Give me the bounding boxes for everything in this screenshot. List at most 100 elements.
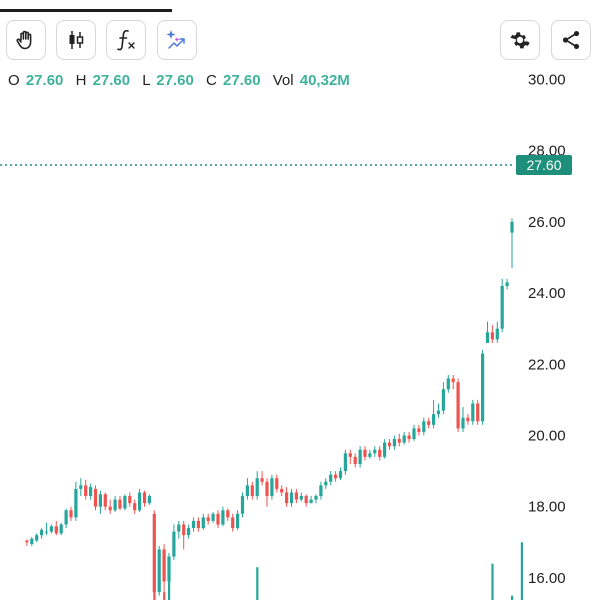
candle [147, 494, 151, 505]
candle-body [373, 449, 377, 454]
candle-body [226, 510, 230, 518]
candle-body [436, 410, 441, 415]
candle-body [260, 478, 264, 482]
candle [133, 499, 137, 514]
candle-body [427, 421, 431, 425]
candle [177, 520, 181, 539]
candle-body [422, 421, 426, 432]
candle-body [240, 496, 245, 514]
candle [387, 439, 392, 450]
candle-body [30, 538, 34, 545]
candle-body [35, 535, 39, 541]
candle [167, 552, 171, 586]
hand-tool-button[interactable] [6, 20, 46, 60]
candle-body [201, 517, 205, 529]
candle [441, 382, 445, 415]
candle-body [69, 510, 73, 518]
candle [260, 471, 264, 486]
candle [505, 278, 509, 290]
candle [500, 278, 504, 333]
candle [485, 321, 490, 343]
candle-body [255, 478, 259, 497]
candle [240, 492, 245, 518]
candle [481, 350, 485, 425]
share-button[interactable] [551, 20, 591, 60]
candle [304, 494, 308, 507]
candle [378, 446, 382, 461]
close-value: 27.60 [223, 72, 261, 89]
function-icon [113, 27, 139, 53]
candle-body [74, 488, 78, 518]
candle [285, 487, 289, 507]
candle [93, 485, 98, 511]
candle [358, 446, 362, 468]
ai-drawing-button[interactable] [157, 20, 197, 60]
candle-body [182, 524, 186, 536]
candle-body [392, 439, 396, 447]
candle [368, 449, 372, 459]
candle-body [304, 496, 308, 504]
candle-body [441, 389, 445, 411]
candle-body [285, 492, 289, 504]
low-value: 27.60 [156, 72, 194, 89]
candle [451, 374, 455, 390]
candle-body [206, 517, 210, 521]
candle [187, 524, 191, 539]
candle-body [118, 499, 122, 509]
candle-body [358, 449, 362, 464]
candle [476, 399, 480, 425]
indicators-button[interactable] [106, 20, 146, 60]
candle-body [40, 529, 44, 536]
candle [427, 417, 431, 429]
candle-body [191, 520, 196, 529]
candle [363, 446, 367, 461]
candle [299, 492, 303, 502]
candle-body [363, 449, 367, 457]
candle [64, 508, 68, 529]
settings-button[interactable] [500, 20, 540, 60]
candle-body [314, 496, 318, 500]
candle-body [402, 435, 406, 443]
candle-body [294, 492, 298, 500]
ohlc-readout: O 27.60 H 27.60 L 27.60 C 27.60 Vol 40,3… [8, 72, 358, 89]
candle [495, 321, 499, 343]
high-label: H [75, 72, 87, 89]
candle [30, 536, 34, 546]
volume-bar [163, 592, 166, 600]
axis-tick-label: 26.00 [528, 214, 566, 231]
candle-body [481, 353, 485, 422]
candle-body [93, 488, 98, 507]
candle [422, 417, 426, 436]
candle [162, 544, 166, 593]
candle [89, 483, 93, 500]
candle-body [196, 520, 200, 529]
candle [280, 485, 284, 497]
candle [98, 490, 102, 514]
candle [138, 488, 142, 513]
candle [196, 517, 200, 532]
volume-bar [256, 567, 259, 600]
last-price-tag [516, 154, 572, 175]
candle-body [172, 531, 176, 557]
candle-body [54, 526, 58, 534]
ai-sparkle-icon [164, 27, 190, 53]
candle-body [177, 524, 181, 532]
candlestick-chart-button[interactable] [56, 20, 96, 60]
candle-body [451, 378, 455, 383]
candle [201, 513, 205, 530]
axis-tick-label: 20.00 [528, 428, 566, 445]
candle [402, 431, 406, 445]
loading-bar [0, 9, 172, 12]
candle [255, 471, 259, 500]
share-icon [560, 29, 582, 51]
high-value: 27.60 [92, 72, 131, 89]
candle [324, 478, 328, 489]
candle [353, 453, 357, 468]
candle-body [44, 531, 49, 533]
candle [461, 407, 465, 432]
candle [123, 494, 127, 511]
candle [69, 506, 73, 521]
candle-body [108, 506, 112, 511]
